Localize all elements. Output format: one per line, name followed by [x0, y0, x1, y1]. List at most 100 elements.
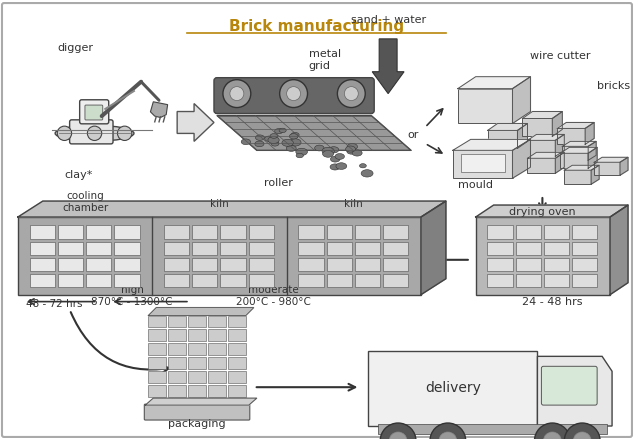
Polygon shape	[421, 201, 446, 295]
Polygon shape	[513, 139, 531, 178]
Bar	[476, 217, 610, 295]
Bar	[488, 130, 517, 148]
FancyBboxPatch shape	[69, 120, 113, 144]
Polygon shape	[527, 134, 564, 140]
Circle shape	[380, 423, 416, 440]
Bar	[228, 315, 246, 327]
Polygon shape	[564, 165, 599, 170]
Bar	[248, 242, 274, 255]
Bar	[516, 274, 541, 287]
Bar	[572, 225, 598, 238]
Bar	[208, 371, 226, 383]
Bar	[168, 343, 186, 356]
Bar	[527, 158, 555, 173]
Bar	[572, 258, 598, 271]
Bar	[298, 274, 324, 287]
Circle shape	[564, 423, 600, 440]
Ellipse shape	[296, 148, 308, 155]
Ellipse shape	[347, 143, 357, 150]
Ellipse shape	[336, 163, 347, 169]
Circle shape	[573, 432, 591, 440]
Text: mould: mould	[458, 180, 493, 190]
Text: metal
grid: metal grid	[308, 49, 341, 71]
Bar	[248, 225, 274, 238]
Text: sand + water: sand + water	[350, 15, 426, 25]
Bar	[188, 371, 206, 383]
Bar	[544, 274, 569, 287]
Bar	[86, 258, 111, 271]
Bar	[327, 242, 352, 255]
Bar	[594, 162, 620, 175]
Circle shape	[439, 432, 457, 440]
Bar	[355, 258, 380, 271]
Bar	[148, 357, 166, 369]
FancyBboxPatch shape	[2, 3, 632, 437]
Ellipse shape	[287, 145, 296, 151]
Bar	[30, 242, 55, 255]
Text: 48 - 72 hrs: 48 - 72 hrs	[26, 299, 82, 308]
Bar	[544, 225, 569, 238]
Circle shape	[287, 87, 301, 101]
Bar	[228, 371, 246, 383]
Bar	[572, 242, 598, 255]
Polygon shape	[476, 205, 628, 217]
Polygon shape	[217, 116, 411, 150]
Text: digger: digger	[58, 43, 94, 53]
FancyArrow shape	[177, 103, 214, 141]
Ellipse shape	[352, 150, 362, 156]
Bar	[368, 352, 538, 426]
Bar	[248, 258, 274, 271]
Bar	[168, 315, 186, 327]
Bar	[192, 242, 217, 255]
Bar	[544, 258, 569, 271]
Bar	[114, 242, 140, 255]
Polygon shape	[555, 134, 564, 156]
Bar	[327, 274, 352, 287]
Ellipse shape	[289, 134, 298, 139]
Bar	[148, 385, 166, 397]
Bar	[355, 225, 380, 238]
Bar	[188, 315, 206, 327]
Bar	[86, 225, 111, 238]
Ellipse shape	[335, 154, 345, 159]
Text: drying oven: drying oven	[509, 207, 576, 217]
Bar	[220, 242, 246, 255]
Ellipse shape	[279, 128, 286, 132]
Bar	[148, 343, 166, 356]
Ellipse shape	[322, 147, 334, 155]
Bar	[220, 274, 246, 287]
Text: kiln: kiln	[210, 199, 229, 209]
Polygon shape	[517, 124, 527, 148]
Bar	[164, 242, 189, 255]
Bar	[208, 315, 226, 327]
Bar	[228, 343, 246, 356]
Circle shape	[87, 126, 102, 140]
Ellipse shape	[270, 134, 278, 138]
Circle shape	[280, 80, 308, 107]
Bar	[168, 385, 186, 397]
Bar	[168, 357, 186, 369]
Circle shape	[534, 423, 570, 440]
Bar	[562, 147, 588, 160]
Bar	[561, 153, 588, 168]
Bar	[298, 225, 324, 238]
Bar	[86, 242, 111, 255]
Bar	[461, 154, 505, 172]
Bar	[383, 258, 408, 271]
Bar	[58, 258, 83, 271]
Text: 24 - 48 hrs: 24 - 48 hrs	[522, 297, 583, 307]
Bar	[208, 385, 226, 397]
Bar	[522, 118, 552, 136]
Polygon shape	[458, 77, 531, 88]
Bar	[453, 150, 513, 178]
Text: bricks: bricks	[597, 81, 630, 91]
Polygon shape	[150, 102, 168, 117]
Polygon shape	[610, 205, 628, 295]
Text: kiln: kiln	[345, 199, 363, 209]
Text: Brick manufacturing: Brick manufacturing	[229, 19, 404, 34]
Polygon shape	[488, 124, 527, 130]
Polygon shape	[538, 356, 612, 426]
Bar	[148, 315, 166, 327]
FancyArrow shape	[372, 39, 404, 94]
Polygon shape	[18, 201, 446, 217]
